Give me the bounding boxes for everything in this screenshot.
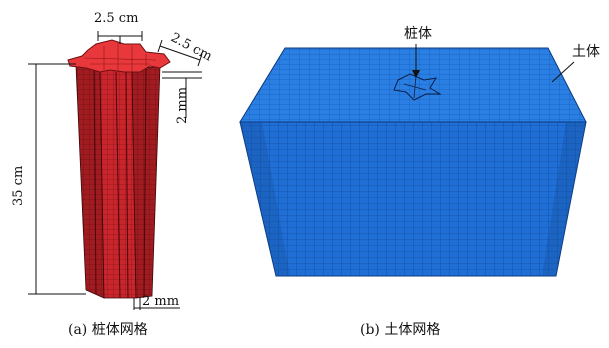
dim-top-width-label: 2.5 cm [94,11,138,26]
pile-shaft-right-face [131,65,161,299]
dim-bottom-label: 2 mm [142,294,179,309]
panel-a-caption: (a) 桩体网格 [68,321,148,338]
dim-height-label: 35 cm [11,166,26,206]
soil-top-face [239,47,587,123]
panel-b-caption: (b) 土体网格 [360,322,440,338]
soil-pile-footprint [393,73,442,101]
pile-groove-lines [93,67,147,299]
dim-height-line [28,63,86,295]
label-soil: 土体 [572,44,600,60]
panel-a-pile-mesh: 2.5 cm 2.5 cm 2 mm 35 cm 2 mm (a) 桩体网格 [11,11,214,338]
soil-edge-shade [240,122,586,276]
label-pile: 桩体 [404,25,432,42]
dim-bottom-line [133,298,180,310]
dim-flange-label: 2 mm [175,87,190,124]
panel-b-soil-mesh: 桩体 土体 (b) 土体网格 [239,25,600,338]
pile-top-cap [67,39,171,73]
dim-flange-line [162,71,202,118]
dim-top-depth-label: 2.5 cm [168,30,214,64]
soil-pile-footprint-inner [403,75,427,99]
soil-front-face [239,121,587,277]
pile-top-cap-grid [83,42,157,72]
label-soil-leader [551,61,575,83]
dim-top-depth-line [157,39,203,67]
dim-top-width-line [97,31,143,44]
pile-shaft-left-face [75,65,105,299]
